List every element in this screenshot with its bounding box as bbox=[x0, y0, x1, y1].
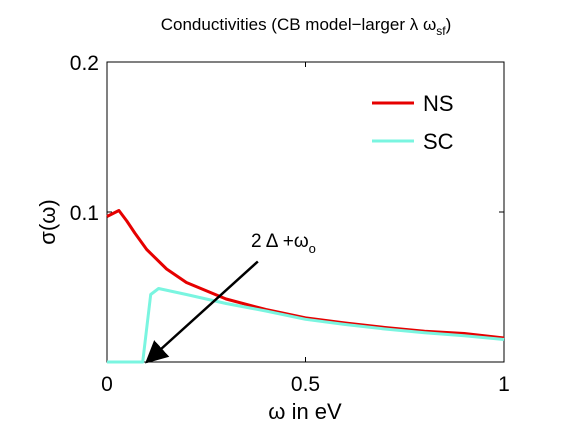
chart-title-close: ) bbox=[446, 15, 452, 34]
legend-label-ns: NS bbox=[423, 91, 454, 116]
y-tick-label: 0.2 bbox=[70, 52, 99, 75]
chart-title: Conductivities (CB model−larger λ ωsf) bbox=[161, 15, 451, 38]
series-line-sc bbox=[107, 287, 505, 364]
y-tick-label: 0.1 bbox=[70, 202, 99, 225]
x-axis-label: ω in eV bbox=[268, 399, 342, 424]
legend-label-sc: SC bbox=[423, 129, 454, 154]
annotation-main: 2 Δ +ω bbox=[251, 231, 309, 252]
series-lines bbox=[106, 209, 505, 364]
chart-title-main: Conductivities (CB model−larger λ ω bbox=[161, 15, 436, 34]
y-axis-label: σ(ω) bbox=[35, 199, 60, 244]
annotation: 2 Δ +ωo bbox=[145, 231, 316, 364]
plot-area bbox=[106, 61, 505, 363]
x-tick-label: 0 bbox=[101, 373, 113, 396]
x-tick-label: 0.5 bbox=[291, 373, 320, 396]
annotation-text: 2 Δ +ωo bbox=[251, 231, 316, 256]
axis-ticks: 0 0.5 1 0.1 0.2 bbox=[70, 52, 510, 396]
chart-title-subscript: sf bbox=[436, 24, 446, 38]
x-tick-label: 1 bbox=[498, 373, 510, 396]
legend: NS SC bbox=[372, 91, 454, 154]
annotation-subscript: o bbox=[309, 241, 316, 256]
annotation-arrow bbox=[145, 260, 259, 364]
